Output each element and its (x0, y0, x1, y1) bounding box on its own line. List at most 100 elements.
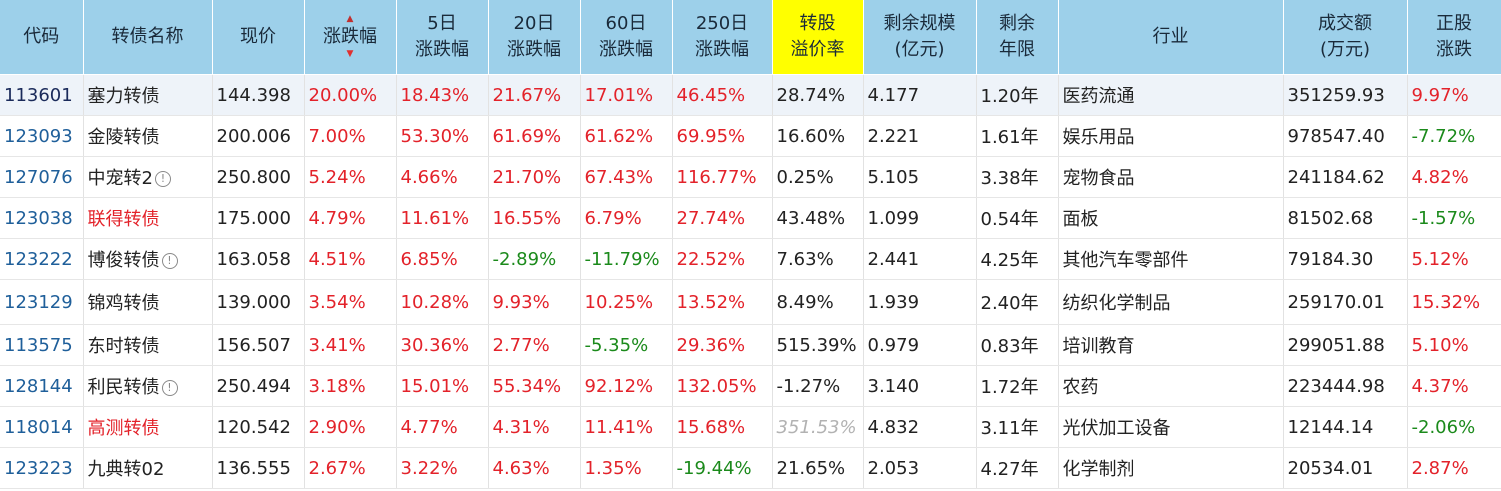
col-years-header[interactable]: 剩余 年限 (976, 0, 1059, 75)
bond-name-cell[interactable]: 塞力转债 (83, 74, 213, 116)
remaining-scale-cell: 3.140 (863, 365, 977, 407)
change-20d-text: -2.89% (492, 248, 557, 270)
change-60d-text: 10.25% (584, 291, 654, 313)
bond-name-cell[interactable]: 利民转债! (83, 365, 213, 407)
table-row[interactable]: 123129 锦鸡转债 139.000 3.54% 10.28% 9.93% 10.25% 1… (0, 279, 1501, 325)
info-icon[interactable]: ! (154, 171, 171, 187)
bond-code-cell[interactable]: 113575 (0, 324, 84, 366)
col-volume-header[interactable]: 成交额 (万元) (1283, 0, 1408, 75)
change-20d-cell: 16.55% (488, 197, 581, 239)
table-row[interactable]: 123223 九典转02 136.555 2.67% 3.22% 4.63% 1.35% -1… (0, 447, 1501, 489)
stock-change-cell: 9.97% (1407, 74, 1501, 116)
stock-change-cell: 5.10% (1407, 324, 1501, 366)
col-name-header[interactable]: 转债名称 (83, 0, 213, 75)
premium-rate-text: 8.49% (776, 291, 834, 313)
bond-code-cell[interactable]: 123129 (0, 279, 84, 325)
bond-code-cell[interactable]: 113601 (0, 74, 84, 116)
price-text: 250.494 (216, 375, 291, 397)
col-price-header[interactable]: 现价 (212, 0, 305, 75)
table-row[interactable]: 127076 中宠转2! 250.800 5.24% 4.66% 21.70% 67.43%… (0, 156, 1501, 198)
industry-text: 娱乐用品 (1062, 127, 1135, 148)
remaining-years-cell: 1.72年 (976, 365, 1059, 407)
col-scale-header[interactable]: 剩余规模 (亿元) (863, 0, 977, 75)
industry-cell: 培训教育 (1058, 324, 1284, 366)
bond-name-text: 锦鸡转债 (87, 293, 160, 314)
stock-change-text: 2.87% (1411, 457, 1469, 479)
remaining-years-text: 0.83年 (980, 336, 1039, 357)
industry-cell: 纺织化学制品 (1058, 279, 1284, 325)
bond-code-cell[interactable]: 128144 (0, 365, 84, 407)
table-row[interactable]: 113601 塞力转债 144.398 20.00% 18.43% 21.67% 17.01… (0, 74, 1501, 116)
bond-name-text: 联得转债 (87, 209, 160, 230)
change-5d-text: 11.61% (400, 207, 470, 229)
bond-name-cell[interactable]: 九典转02 (83, 447, 213, 489)
table-row[interactable]: 123093 金陵转债 200.006 7.00% 53.30% 61.69% 61.62%… (0, 115, 1501, 157)
stock-change-text: -2.06% (1411, 416, 1476, 438)
change-60d-cell: -5.35% (580, 324, 673, 366)
remaining-years-cell: 4.27年 (976, 447, 1059, 489)
bond-code-cell[interactable]: 123038 (0, 197, 84, 239)
price-text: 156.507 (216, 334, 291, 356)
price-text: 200.006 (216, 125, 291, 147)
col-industry-header[interactable]: 行业 (1058, 0, 1284, 75)
industry-text: 化学制剂 (1062, 459, 1135, 480)
remaining-scale-cell: 1.939 (863, 279, 977, 325)
volume-text: 299051.88 (1287, 334, 1385, 356)
change-pct-cell: 4.51% (304, 238, 397, 280)
volume-text: 79184.30 (1287, 248, 1374, 270)
bond-name-cell[interactable]: 东时转债 (83, 324, 213, 366)
remaining-years-cell: 2.40年 (976, 279, 1059, 325)
premium-rate-text: 7.63% (776, 248, 834, 270)
bond-code-cell[interactable]: 118014 (0, 406, 84, 448)
premium-rate-cell: 7.63% (772, 238, 864, 280)
remaining-years-cell: 1.61年 (976, 115, 1059, 157)
bond-name-cell[interactable]: 高测转债 (83, 406, 213, 448)
bond-name-cell[interactable]: 中宠转2! (83, 156, 213, 198)
bond-code-cell[interactable]: 123223 (0, 447, 84, 489)
col-250d-header[interactable]: 250日 涨跌幅 (672, 0, 773, 75)
industry-text: 医药流通 (1062, 86, 1135, 107)
bond-name-text: 金陵转债 (87, 127, 160, 148)
change-250d-text: 13.52% (676, 291, 746, 313)
industry-cell: 其他汽车零部件 (1058, 238, 1284, 280)
col-20d-header[interactable]: 20日 涨跌幅 (488, 0, 581, 75)
bond-name-cell[interactable]: 金陵转债 (83, 115, 213, 157)
change-60d-cell: 67.43% (580, 156, 673, 198)
table-row[interactable]: 123222 博俊转债! 163.058 4.51% 6.85% -2.89% -11.79… (0, 238, 1501, 280)
change-60d-cell: -11.79% (580, 238, 673, 280)
change-pct-text: 2.90% (308, 416, 366, 438)
table-row[interactable]: 123038 联得转债 175.000 4.79% 11.61% 16.55% 6.79% 2… (0, 197, 1501, 239)
col-change-header[interactable]: ▲ 涨跌幅 ▼ (304, 0, 397, 75)
bond-name-cell[interactable]: 博俊转债! (83, 238, 213, 280)
col-premium-header[interactable]: 转股 溢价率 (772, 0, 864, 75)
change-pct-cell: 3.18% (304, 365, 397, 407)
change-20d-text: 2.77% (492, 334, 550, 356)
change-60d-cell: 1.35% (580, 447, 673, 489)
table-row[interactable]: 113575 东时转债 156.507 3.41% 30.36% 2.77% -5.35% 2… (0, 324, 1501, 366)
info-icon[interactable]: ! (161, 380, 178, 396)
bond-code-cell[interactable]: 123093 (0, 115, 84, 157)
volume-cell: 79184.30 (1283, 238, 1408, 280)
volume-cell: 12144.14 (1283, 406, 1408, 448)
stock-change-text: -7.72% (1411, 125, 1476, 147)
change-250d-cell: 15.68% (672, 406, 773, 448)
change-20d-text: 4.63% (492, 457, 550, 479)
change-5d-cell: 18.43% (396, 74, 489, 116)
bond-code-cell[interactable]: 123222 (0, 238, 84, 280)
table-row[interactable]: 118014 高测转债 120.542 2.90% 4.77% 4.31% 11.41% 15… (0, 406, 1501, 448)
col-stock-change-header[interactable]: 正股 涨跌 (1407, 0, 1501, 75)
remaining-years-cell: 0.83年 (976, 324, 1059, 366)
bond-name-cell[interactable]: 联得转债 (83, 197, 213, 239)
premium-rate-cell: 0.25% (772, 156, 864, 198)
col-code-header[interactable]: 代码 (0, 0, 84, 75)
premium-rate-cell: 21.65% (772, 447, 864, 489)
bond-code-cell[interactable]: 127076 (0, 156, 84, 198)
info-icon[interactable]: ! (161, 253, 178, 269)
col-5d-header[interactable]: 5日 涨跌幅 (396, 0, 489, 75)
bond-name-cell[interactable]: 锦鸡转债 (83, 279, 213, 325)
change-20d-text: 16.55% (492, 207, 562, 229)
table-row[interactable]: 128144 利民转债! 250.494 3.18% 15.01% 55.34% 92.12… (0, 365, 1501, 407)
change-5d-text: 18.43% (400, 84, 470, 106)
bond-name-text: 塞力转债 (87, 86, 160, 107)
col-60d-header[interactable]: 60日 涨跌幅 (580, 0, 673, 75)
